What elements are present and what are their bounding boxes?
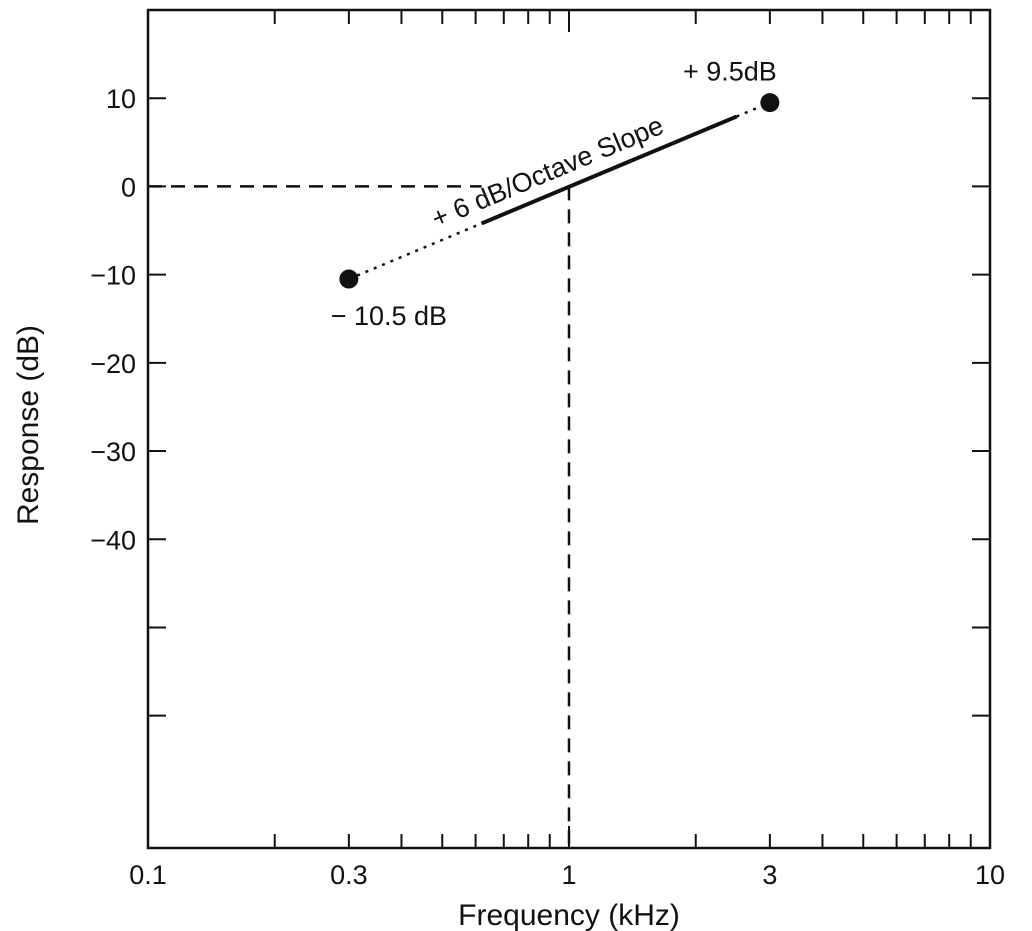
y-tick-label: −20: [90, 349, 136, 379]
y-axis-title: Response (dB): [12, 325, 45, 525]
x-tick-label: 1: [561, 860, 576, 890]
data-point-low: [339, 269, 359, 289]
x-tick-label: 10: [975, 860, 1005, 890]
data-point-low-label: − 10.5 dB: [331, 301, 447, 331]
slope-line-dotted-right: [736, 101, 771, 118]
data-point-high: [760, 93, 780, 113]
label-layer: Frequency (kHz) Response (dB): [12, 325, 680, 931]
data-point-high-label: + 9.5dB: [683, 57, 777, 87]
slope-line-dotted-left: [348, 222, 483, 281]
y-tick-label: 0: [121, 172, 136, 202]
y-tick-label: 10: [106, 84, 136, 114]
x-tick-label: 3: [762, 860, 777, 890]
x-tick-label: 0.1: [129, 860, 167, 890]
x-tick-label: 0.3: [330, 860, 368, 890]
y-tick-label: −30: [90, 437, 136, 467]
slope-line-solid: [480, 114, 738, 226]
y-tick-label: −40: [90, 525, 136, 555]
x-axis-title: Frequency (kHz): [458, 899, 680, 931]
y-tick-label: −10: [90, 261, 136, 291]
